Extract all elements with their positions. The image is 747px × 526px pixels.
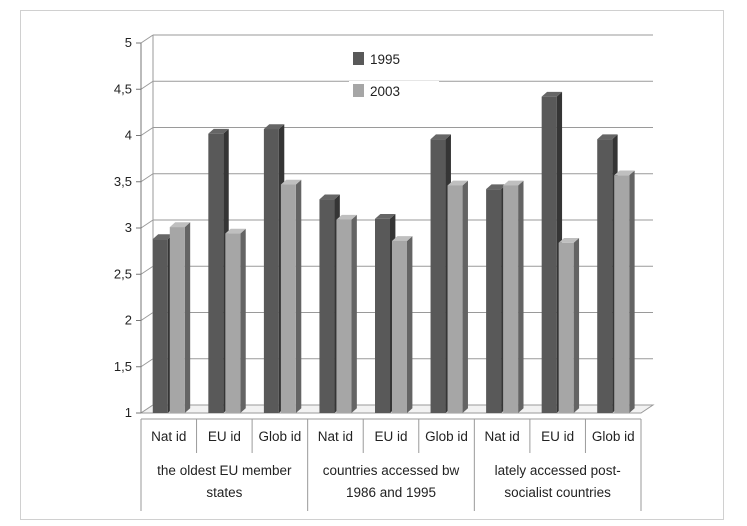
bar-side [407,236,413,413]
y-tick-label: 5 [125,35,132,50]
bar-1995 [208,133,224,413]
bar-top [597,134,618,140]
bar-side [629,170,635,413]
bar-1995 [152,239,168,413]
bar-top [503,180,524,186]
y-tick-label: 2,5 [114,266,132,281]
gridline-depth [140,312,154,321]
x-tick-label: EU id [374,429,407,444]
y-tick-label: 1 [125,405,132,420]
group-label-line-1: countries accessed bw [323,463,460,478]
bar-side [462,180,468,413]
legend: 1995 2003 [349,49,439,99]
bar-1995 [430,139,446,413]
y-tick-label: 1,5 [114,359,132,374]
bar-top [280,179,302,185]
gridline-depth [140,34,154,44]
y-tick-label: 3,5 [114,174,132,189]
gridline-depth [140,127,154,136]
bar-top [152,234,174,240]
group-label-line-2: 1986 and 1995 [346,485,436,500]
bar-2003 [225,233,241,413]
y-tick-label: 3 [125,220,132,235]
bar-top [336,214,357,220]
bar-chart: 11,522,533,544,55 Nat id EU id Glob id Nat … [114,34,655,511]
bar-top [225,228,246,234]
bar-1995 [541,96,557,414]
bar-side [573,238,580,413]
x-tick-label: Glob id [592,429,635,444]
chart-frame: 1 1,5 2 2,5 3 3,5 4 4,5 5 Nat id EU id Glob id Nat … [20,10,724,520]
bar-side [518,180,524,413]
bar-2003 [392,240,407,413]
y-tick-label: 2 [125,313,132,328]
bar-top [541,91,563,97]
bar-2003 [447,185,463,413]
x-tick-label: Nat id [484,429,519,444]
bar-2003 [169,227,185,413]
legend-bg [349,81,439,99]
gridline-depth [140,173,154,183]
bar-1995 [263,129,279,413]
gridline-depth [140,219,154,229]
bar-side [184,222,191,413]
bar-top [263,124,285,130]
bar-1995 [319,199,335,413]
y-tick-label: 4,5 [114,81,132,96]
gridline-depth [140,265,154,275]
x-tick-label: EU id [541,429,574,444]
bar-top [319,194,340,200]
bar-2003 [503,185,519,413]
group-label-line-2: socialist countries [504,485,611,500]
x-axis: Nat id EU id Glob id Nat id EU id Glob id Nat … [140,418,642,511]
gridline-depth [140,80,154,90]
x-tick-label: EU id [208,429,241,444]
bar-top [430,134,451,140]
bar-top [375,213,396,219]
legend-label: 1995 [370,52,400,67]
bar-2003 [280,184,296,413]
bar-top [486,184,507,190]
bar-top [447,180,468,186]
bar-top [392,236,413,241]
x-tick-label: Nat id [318,429,353,444]
bar-side [295,179,302,413]
legend-label: 2003 [370,84,400,99]
bar-top [558,238,580,243]
x-tick-label: Glob id [425,429,468,444]
legend-swatch-2003 [353,84,364,97]
bar-2003 [614,175,630,413]
gridline-depth [140,358,154,368]
group-label-line-1: the oldest EU member [157,463,292,478]
x-tick-label: Glob id [258,429,301,444]
legend-bg [349,49,439,67]
bar-side [351,214,357,413]
bar-1995 [597,139,613,413]
bar-1995 [486,189,502,413]
legend-swatch-1995 [353,52,364,65]
bar-2003 [558,242,574,413]
y-tick-label: 4 [125,128,132,143]
group-label-line-1: lately accessed post- [495,463,621,478]
bar-top [169,222,191,228]
bars [152,91,635,414]
bar-1995 [375,218,390,413]
bar-side [240,228,246,413]
bar-top [208,128,229,134]
group-label-line-2: states [206,485,242,500]
bar-top [614,170,635,176]
bar-2003 [336,219,352,413]
x-tick-label: Nat id [151,429,186,444]
